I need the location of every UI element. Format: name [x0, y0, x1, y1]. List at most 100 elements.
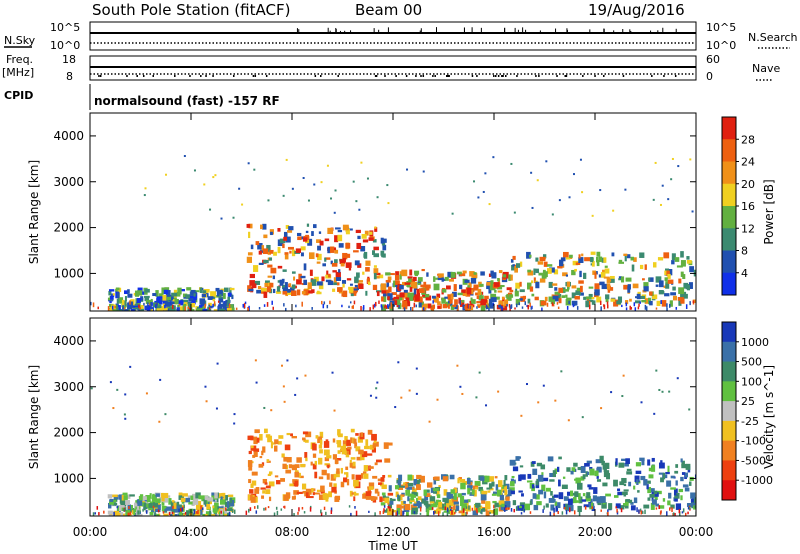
- echo-cell: [689, 301, 691, 306]
- echo-cell: [647, 480, 651, 484]
- echo-cell: [381, 484, 387, 489]
- echo-cell: [531, 484, 535, 489]
- echo-cell: [183, 301, 188, 306]
- echo-cell: [402, 281, 407, 286]
- echo-cell: [126, 494, 131, 499]
- echo-cell: [473, 272, 477, 277]
- echo-cell: [303, 279, 308, 285]
- echo-cell: [404, 503, 411, 511]
- echo-cell: [324, 493, 329, 499]
- echo-cell: [383, 296, 387, 303]
- echo-cell: [454, 512, 456, 515]
- echo-cell: [199, 305, 203, 308]
- echo-cell: [630, 256, 634, 261]
- echo-cell: [143, 194, 146, 197]
- echo-cell: [294, 471, 300, 478]
- echo-cell: [478, 486, 483, 492]
- echo-cell: [360, 246, 366, 252]
- echo-cell: [386, 282, 390, 288]
- echo-cell: [177, 504, 182, 510]
- echo-cell: [403, 500, 406, 504]
- echo-cell: [593, 487, 598, 494]
- echo-cell: [238, 187, 241, 190]
- echo-cell: [413, 289, 417, 296]
- echo-cell: [596, 466, 602, 472]
- echo-cell: [155, 290, 159, 297]
- echo-cell: [532, 493, 537, 499]
- echo-cell: [337, 441, 342, 448]
- echo-cell: [285, 469, 292, 474]
- echo-cell: [324, 463, 330, 466]
- echo-cell: [357, 263, 362, 268]
- echo-cell: [652, 492, 659, 497]
- colorbar-segment: [722, 460, 736, 481]
- colorbar-segment: [722, 440, 736, 461]
- echo-cell: [368, 486, 374, 490]
- echo-cell: [466, 511, 468, 515]
- echo-cell: [565, 510, 568, 515]
- echo-cell: [621, 304, 623, 308]
- echo-cell: [534, 280, 538, 283]
- echo-cell: [415, 484, 421, 491]
- echo-cell: [588, 487, 594, 490]
- echo-cell: [645, 306, 648, 311]
- echo-cell: [287, 288, 291, 293]
- echo-cell: [133, 305, 139, 308]
- echo-cell: [412, 487, 415, 490]
- echo-cell: [575, 262, 581, 266]
- echo-cell: [633, 302, 636, 307]
- echo-cell: [356, 242, 362, 250]
- echo-cell: [425, 504, 431, 507]
- echo-cell: [321, 300, 323, 305]
- echo-cell: [623, 489, 629, 492]
- echo-cell: [462, 293, 468, 297]
- echo-cell: [195, 492, 201, 499]
- echo-cell: [477, 304, 482, 307]
- echo-cell: [600, 509, 602, 512]
- echo-cell: [444, 276, 449, 281]
- echo-cell: [164, 413, 167, 416]
- echo-cell: [203, 183, 206, 186]
- echo-cell: [467, 499, 471, 503]
- echo-cell: [484, 295, 489, 300]
- echo-cell: [405, 489, 408, 496]
- echo-cell: [525, 383, 528, 386]
- echo-cell: [323, 506, 326, 510]
- echo-cell: [345, 262, 352, 268]
- echo-cell: [594, 289, 600, 296]
- echo-cell: [323, 301, 326, 305]
- echo-cell: [222, 305, 229, 310]
- echo-cell: [368, 237, 374, 241]
- echo-cell: [370, 496, 375, 501]
- echo-cell: [626, 254, 631, 259]
- echo-cell: [498, 270, 503, 274]
- echo-cell: [313, 224, 317, 229]
- x-tick-label: 12:00: [376, 525, 411, 539]
- echo-cell: [251, 471, 258, 476]
- nave-dot: [565, 75, 568, 77]
- echo-cell: [504, 507, 506, 512]
- echo-cell: [303, 263, 307, 271]
- echo-cell: [310, 461, 313, 466]
- echo-cell: [151, 302, 153, 307]
- echo-cell: [133, 508, 136, 515]
- echo-cell: [368, 482, 375, 489]
- echo-cell: [116, 298, 119, 304]
- echo-cell: [458, 476, 462, 481]
- echo-cell: [651, 499, 657, 505]
- echo-cell: [229, 287, 232, 294]
- echo-cell: [207, 296, 214, 300]
- echo-cell: [335, 471, 340, 478]
- echo-cell: [682, 274, 686, 280]
- echo-cell: [199, 287, 203, 293]
- echo-cell: [195, 511, 198, 514]
- echo-cell: [499, 494, 505, 501]
- echo-cell: [615, 458, 618, 466]
- echo-cell: [690, 492, 696, 499]
- echo-cell: [263, 406, 266, 409]
- echo-cell: [169, 514, 175, 516]
- echo-cell: [436, 490, 440, 496]
- echo-cell: [644, 298, 648, 304]
- echo-cell: [369, 394, 372, 397]
- echo-cell: [588, 286, 594, 289]
